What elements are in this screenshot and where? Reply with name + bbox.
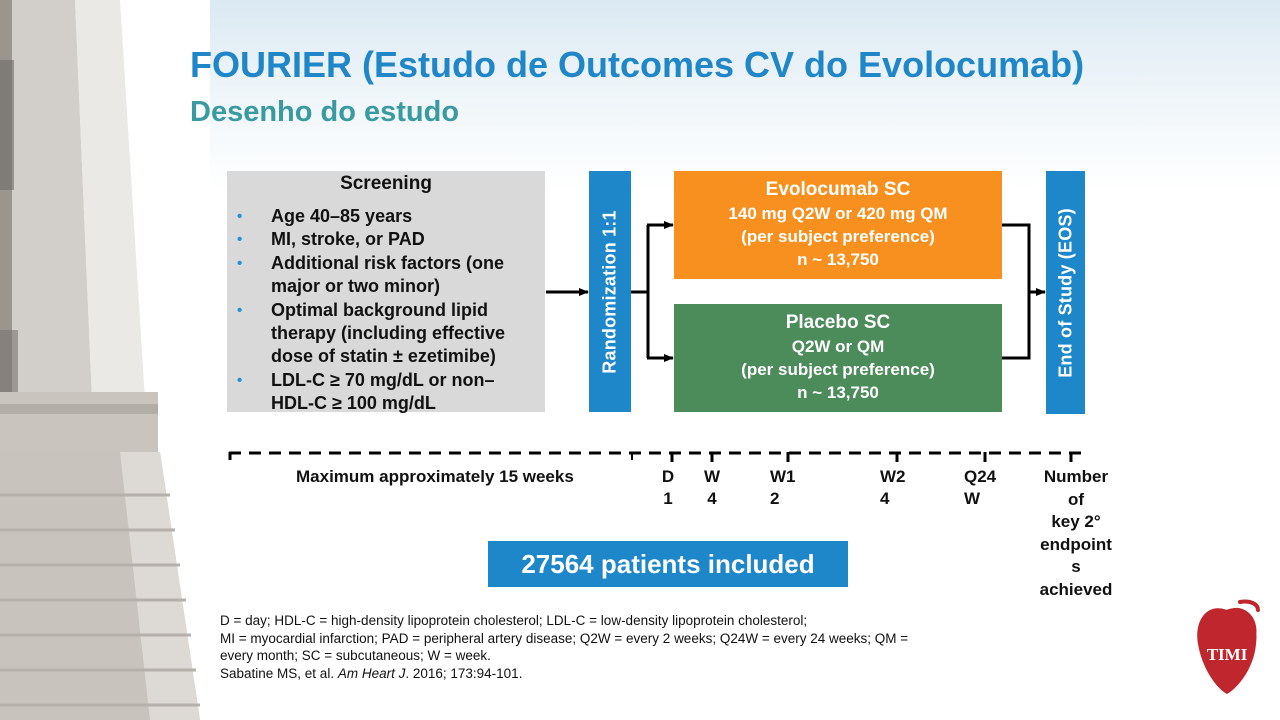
footnotes: D = day; HDL-C = high-density lipoprotei… — [220, 612, 980, 682]
criterion-item: • Additional risk factors (one major or t… — [237, 252, 505, 297]
criterion-item: • Optimal background lipid therapy (inclu… — [237, 299, 506, 367]
evolocumab-arm-box: Evolocumab SC 140 mg Q2W or 420 mg QM (p… — [674, 171, 1002, 279]
bullet-icon: • — [237, 254, 243, 272]
patients-included-banner: 27564 patients included — [488, 541, 848, 587]
evolocumab-arm-dose: 140 mg Q2W or 420 mg QM — [728, 204, 948, 223]
evolocumab-to-merge-line — [1002, 223, 1031, 292]
timi-logo: TIMI — [1197, 599, 1260, 694]
visit-label-d1: D 1 — [661, 467, 675, 508]
placebo-arm-dose: Q2W or QM — [791, 337, 885, 356]
evolocumab-arm-n: n ~ 13,750 — [797, 250, 879, 269]
placebo-arm-box: Placebo SC Q2W or QM (per subject prefer… — [674, 304, 1002, 412]
bullet-icon: • — [237, 371, 243, 389]
citation-journal: Am Heart J — [337, 665, 406, 681]
bullet-icon: • — [237, 208, 243, 225]
evolocumab-arm-note: (per subject preference) — [741, 227, 935, 246]
slide-title: FOURIER (Estudo de Outcomes CV do Evoloc… — [190, 44, 1085, 85]
screening-box: Screening • Age 40–85 years • MI, stroke, … — [227, 171, 545, 413]
visit-label-w24: W2 4 — [880, 467, 906, 508]
footnote-line: every month; SC = subcutaneous; W = week… — [220, 648, 491, 663]
visit-label-w4: W 4 — [703, 467, 721, 508]
criterion-item: • LDL-C ≥ 70 mg/dL or non–HDL-C ≥ 100 mg/… — [237, 369, 495, 414]
visit-label-w12: W1 2 — [770, 467, 796, 508]
placebo-arm-name: Placebo SC — [785, 312, 891, 333]
logo-text: TIMI — [1207, 645, 1248, 664]
evolocumab-arm-name: Evolocumab SC — [765, 179, 911, 200]
visit-label-q24w: Q24 W — [964, 467, 997, 508]
randomization-bar: Randomization 1:1 — [589, 171, 631, 412]
criterion-item: • Age 40–85 years — [237, 205, 537, 228]
endpoint-label: Number of key 2° endpoint s achieved — [1039, 467, 1113, 599]
slide-subtitle: Desenho do estudo — [190, 96, 460, 128]
screening-criteria-list: • Age 40–85 years • MI, stroke, or PAD • Ad… — [237, 205, 537, 416]
bullet-icon: • — [237, 231, 243, 249]
placebo-arm-n: n ~ 13,750 — [797, 383, 879, 402]
placebo-to-merge-line — [1002, 292, 1031, 360]
placebo-arm-note: (per subject preference) — [741, 360, 935, 379]
footnote-line: D = day; HDL-C = high-density lipoprotei… — [220, 613, 808, 628]
building-photo — [0, 0, 210, 720]
bullet-icon: • — [237, 301, 243, 319]
screening-heading: Screening — [340, 173, 432, 194]
criterion-item: • MI, stroke, or PAD — [237, 228, 537, 251]
screening-period-label: Maximum approximately 15 weeks — [296, 467, 574, 486]
footnote-line: MI = myocardial infarction; PAD = periph… — [220, 630, 909, 646]
citation: Sabatine MS, et al. Am Heart J. 2016; 17… — [220, 665, 523, 681]
end-of-study-bar: End of Study (EOS) — [1046, 171, 1085, 414]
